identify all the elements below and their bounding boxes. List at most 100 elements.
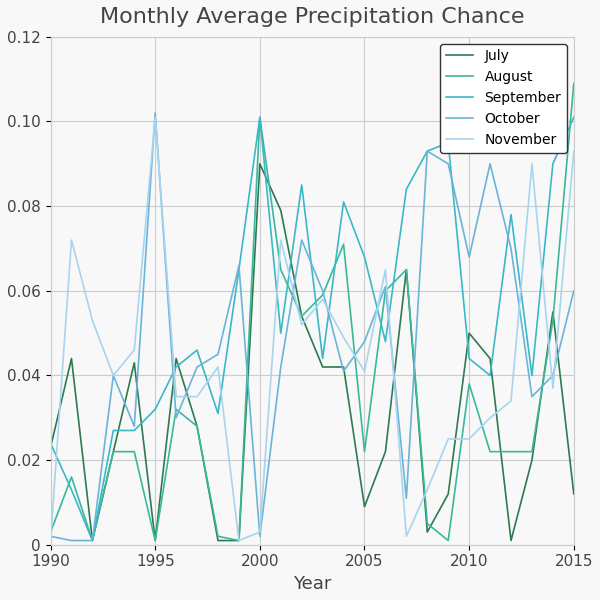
October xyxy=(445,160,452,167)
Legend: July, August, September, October, November: July, August, September, October, Novemb… xyxy=(440,44,567,152)
October xyxy=(68,537,75,544)
July xyxy=(110,448,117,455)
September xyxy=(47,440,54,447)
October xyxy=(131,422,138,430)
September xyxy=(68,486,75,493)
October xyxy=(424,148,431,155)
October xyxy=(340,368,347,375)
Title: Monthly Average Precipitation Chance: Monthly Average Precipitation Chance xyxy=(100,7,524,27)
September xyxy=(445,139,452,146)
July xyxy=(570,490,577,497)
October xyxy=(403,494,410,502)
September xyxy=(508,211,515,218)
August xyxy=(466,380,473,388)
August xyxy=(152,537,159,544)
October xyxy=(235,262,242,269)
August xyxy=(549,317,556,324)
October xyxy=(193,364,200,371)
October xyxy=(47,533,54,540)
October xyxy=(214,350,221,358)
July xyxy=(487,355,494,362)
August xyxy=(424,520,431,527)
August xyxy=(68,473,75,481)
September xyxy=(277,329,284,337)
July xyxy=(131,359,138,367)
Line: September: September xyxy=(50,117,574,541)
October xyxy=(152,109,159,116)
November xyxy=(445,436,452,443)
September xyxy=(466,355,473,362)
July xyxy=(152,537,159,544)
September xyxy=(110,427,117,434)
September xyxy=(549,160,556,167)
August xyxy=(214,533,221,540)
July xyxy=(424,529,431,536)
August xyxy=(110,448,117,455)
July xyxy=(508,537,515,544)
September xyxy=(529,372,536,379)
September xyxy=(214,410,221,417)
July xyxy=(89,537,96,544)
September xyxy=(152,406,159,413)
October xyxy=(110,372,117,379)
July xyxy=(445,490,452,497)
August xyxy=(340,241,347,248)
September xyxy=(131,427,138,434)
Line: July: July xyxy=(50,164,574,541)
October xyxy=(570,287,577,295)
October xyxy=(277,364,284,371)
October xyxy=(256,533,263,540)
November xyxy=(256,529,263,536)
October xyxy=(529,393,536,400)
July xyxy=(277,207,284,214)
September xyxy=(235,266,242,273)
October xyxy=(382,283,389,290)
August xyxy=(570,80,577,87)
September xyxy=(193,346,200,353)
July xyxy=(340,364,347,371)
September xyxy=(319,355,326,362)
November xyxy=(235,537,242,544)
July xyxy=(361,503,368,510)
August xyxy=(131,448,138,455)
September xyxy=(487,372,494,379)
August xyxy=(256,113,263,121)
July xyxy=(193,422,200,430)
November xyxy=(173,393,180,400)
November xyxy=(570,148,577,155)
July xyxy=(235,537,242,544)
November xyxy=(508,397,515,404)
July xyxy=(47,444,54,451)
August xyxy=(361,448,368,455)
July xyxy=(319,364,326,371)
October xyxy=(361,338,368,345)
November xyxy=(152,113,159,121)
August xyxy=(277,266,284,273)
November xyxy=(319,296,326,303)
September xyxy=(403,185,410,193)
August xyxy=(298,313,305,320)
July xyxy=(68,355,75,362)
July xyxy=(529,457,536,464)
X-axis label: Year: Year xyxy=(293,575,331,593)
August xyxy=(47,529,54,536)
July xyxy=(298,313,305,320)
October xyxy=(487,160,494,167)
Line: November: November xyxy=(50,117,574,541)
November xyxy=(214,364,221,371)
July xyxy=(382,448,389,455)
Line: October: October xyxy=(50,113,574,541)
November xyxy=(424,486,431,493)
October xyxy=(298,236,305,244)
September xyxy=(173,364,180,371)
August xyxy=(529,448,536,455)
November xyxy=(361,368,368,375)
October xyxy=(319,287,326,295)
August xyxy=(173,406,180,413)
November xyxy=(193,393,200,400)
September xyxy=(570,113,577,121)
November xyxy=(403,533,410,540)
November xyxy=(340,334,347,341)
November xyxy=(89,317,96,324)
October xyxy=(89,537,96,544)
